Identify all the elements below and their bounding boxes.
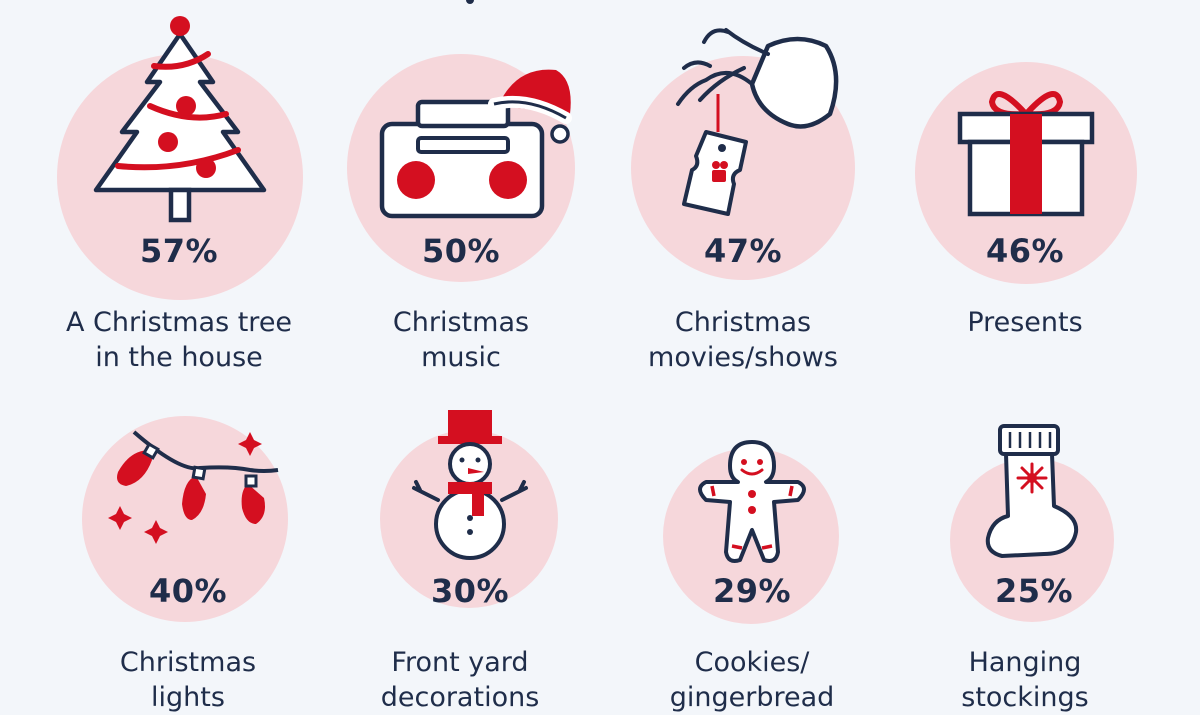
category-label: Christmas music bbox=[392, 307, 530, 373]
gingerbread-man-icon bbox=[692, 438, 812, 568]
category-label: Hanging stockings bbox=[961, 647, 1089, 713]
value-text: 47% bbox=[703, 232, 783, 270]
value-text: 57% bbox=[139, 232, 219, 270]
string-lights-icon bbox=[100, 424, 290, 554]
snowman-icon bbox=[410, 406, 530, 566]
stocking-icon bbox=[978, 420, 1088, 570]
grinch-hand-ticket-icon bbox=[648, 24, 848, 224]
category-label: A Christmas tree in the house bbox=[65, 307, 293, 373]
value-text: 50% bbox=[421, 232, 501, 270]
header-cropped-mark bbox=[466, 0, 474, 4]
value-text: 29% bbox=[712, 572, 792, 610]
value-text: 30% bbox=[430, 572, 510, 610]
category-label: Christmas movies/shows bbox=[648, 307, 838, 373]
boombox-santa-hat-icon bbox=[378, 62, 578, 222]
gift-box-icon bbox=[956, 80, 1096, 220]
category-label: Presents bbox=[967, 307, 1083, 338]
value-text: 40% bbox=[148, 572, 228, 610]
category-label: Front yard decorations bbox=[380, 647, 540, 713]
value-text: 46% bbox=[985, 232, 1065, 270]
value-text: 25% bbox=[994, 572, 1074, 610]
category-label: Christmas lights bbox=[119, 647, 257, 713]
christmas-tree-icon bbox=[90, 14, 270, 224]
category-label: Cookies/ gingerbread bbox=[669, 647, 835, 713]
